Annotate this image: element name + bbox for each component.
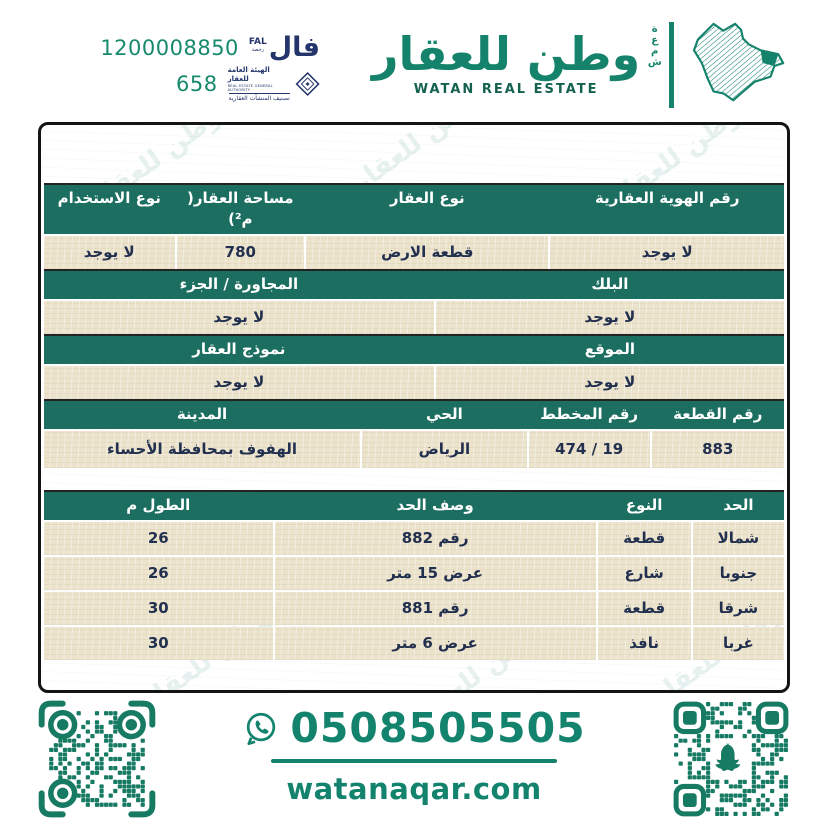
brand-name-arabic: وطن للعقار (372, 27, 641, 81)
phone-number: 0508505505 (290, 704, 586, 752)
cell-east-type: قطعة (597, 592, 691, 625)
header-city: المدينة (176, 405, 228, 423)
value-plot-number: 883 (651, 431, 784, 468)
brand-divider-bar (669, 22, 675, 108)
license-block: 1200008850 FAL رخصة فال 658 الهيئة العام… (100, 34, 320, 103)
brand-name-english: WATAN REAL ESTATE (413, 82, 599, 97)
brand-logo: وطن للعقار WATAN REAL ESTATE شمعة (372, 16, 803, 114)
website-url: watanaqar.com (286, 772, 542, 806)
brand-vertical-word: شمعة (649, 24, 661, 68)
header-boundary: الحد (723, 496, 754, 514)
cell-east-desc: رقم 881 (274, 592, 596, 625)
cell-north-desc: رقم 882 (274, 522, 596, 555)
header-boundary-length: الطول م (126, 496, 191, 514)
cell-north-type: قطعة (597, 522, 691, 555)
contact-block: 0508505505 watanaqar.com (247, 704, 585, 806)
value-city: الهفوف بمحافظة الأحساء (44, 431, 360, 468)
section1-header-row: رقم الهوية العقارية نوع العقار مساحة الع… (44, 183, 784, 234)
header-location: الموقع (584, 340, 636, 358)
section1-value-row: لا يوجد قطعة الارض 780 لا يوجد (44, 236, 784, 269)
section-location: الموقع نموذج العقار لا يوجد لا يوجد (44, 334, 784, 399)
section-property-id: رقم الهوية العقارية نوع العقار مساحة الع… (44, 183, 784, 269)
fal-license-row: 1200008850 FAL رخصة فال (100, 34, 320, 62)
cell-south-desc: عرض 15 متر (274, 557, 596, 590)
cell-north-label: شمالا (692, 522, 784, 555)
brand-text: وطن للعقار WATAN REAL ESTATE (372, 26, 640, 97)
header-boundary-description: وصف الحد (396, 496, 474, 514)
value-usage-type: لا يوجد (44, 236, 175, 269)
authority-number: 658 (176, 72, 218, 97)
snapchat-ghost-icon (715, 743, 741, 771)
header-boundary-type: النوع (625, 496, 663, 514)
section2-value-row: لا يوجد لا يوجد (44, 301, 784, 334)
value-location: لا يوجد (435, 366, 784, 399)
whatsapp-icon (247, 712, 276, 746)
value-block: لا يوجد (435, 301, 784, 334)
boundary-row-east: شرقا قطعة رقم 881 30 (44, 592, 784, 625)
rega-logo: الهيئة العامة للعقار REAL ESTATE GENERAL… (228, 66, 320, 103)
boundaries-table: الحد النوع وصف الحد الطول م شمالا قطعة ر… (44, 490, 784, 660)
property-tables: رقم الهوية العقارية نوع العقار مساحة الع… (44, 183, 784, 660)
document-frame: وطن للعقار وطن للعقار وطن للعقار وطن للع… (38, 122, 790, 693)
value-property-id: لا يوجد (550, 236, 784, 269)
section2-header-row: البلك المجاورة / الجزء (44, 269, 784, 299)
saudi-map-icon (693, 22, 785, 102)
cell-west-type: نافذ (597, 627, 691, 660)
section3-header-row: الموقع نموذج العقار (44, 334, 784, 364)
value-property-area: 780 (176, 236, 305, 269)
cell-west-desc: عرض 6 متر (274, 627, 596, 660)
header-plot-number: رقم القطعة (673, 405, 763, 423)
value-district: الرياض (361, 431, 527, 468)
rega-line2: REAL ESTATE GENERAL AUTHORITY (227, 83, 273, 92)
header-property-area: مساحة العقار( م²) (187, 189, 294, 228)
boundary-row-south: جنوبا شارع عرض 15 متر 26 (44, 557, 784, 590)
rega-line3: تصنيف المنشآت العقارية (228, 93, 290, 103)
rega-line1: الهيئة العامة للعقار (227, 66, 270, 83)
value-plan-number: 474 / 19 (528, 431, 650, 468)
header-property-model: نموذج العقار (192, 340, 286, 358)
value-neighborhood-part: لا يوجد (44, 301, 434, 334)
header-property-type: نوع العقار (389, 189, 465, 207)
section-block: البلك المجاورة / الجزء لا يوجد لا يوجد (44, 269, 784, 334)
phone-row: 0508505505 (242, 704, 585, 752)
fal-logo-en: FAL (248, 37, 267, 47)
fal-license-number: 1200008850 (100, 36, 239, 60)
header-block: البلك (591, 275, 629, 293)
boundaries-header-row: الحد النوع وصف الحد الطول م (44, 490, 784, 520)
cell-south-length: 26 (44, 557, 273, 590)
cell-west-label: غربا (692, 627, 784, 660)
cell-south-label: جنوبا (692, 557, 784, 590)
fal-logo: FAL رخصة فال (249, 34, 320, 62)
header-plan-number: رقم المخطط (540, 405, 639, 423)
boundary-row-west: غربا نافذ عرض 6 متر 30 (44, 627, 784, 660)
fal-logo-ar: فال (268, 32, 320, 63)
value-property-model: لا يوجد (44, 366, 434, 399)
qr-code-snapchat (673, 701, 789, 817)
qr-code-left (38, 700, 156, 818)
header-usage-type: نوع الاستخدام (57, 189, 161, 207)
section-plot: رقم القطعة رقم المخطط الحي المدينة 883 4… (44, 399, 784, 468)
section3-value-row: لا يوجد لا يوجد (44, 366, 784, 399)
header-property-id: رقم الهوية العقارية (594, 189, 740, 207)
footer-divider (271, 759, 557, 763)
section4-header-row: رقم القطعة رقم المخطط الحي المدينة (44, 399, 784, 429)
value-property-type: قطعة الارض (306, 236, 549, 269)
header-district: الحي (426, 405, 463, 423)
cell-south-type: شارع (597, 557, 691, 590)
rega-logo-text: الهيئة العامة للعقار REAL ESTATE GENERAL… (228, 66, 290, 103)
cell-east-label: شرقا (692, 592, 784, 625)
cell-east-length: 30 (44, 592, 273, 625)
cell-west-length: 30 (44, 627, 273, 660)
fal-logo-sub: رخصة (251, 47, 265, 53)
cell-north-length: 26 (44, 522, 273, 555)
rega-diamond-icon (295, 72, 320, 97)
authority-row: 658 الهيئة العامة للعقار REAL ESTATE GEN… (120, 66, 320, 103)
header-neighborhood-part: المجاورة / الجزء (179, 275, 299, 293)
boundary-row-north: شمالا قطعة رقم 882 26 (44, 522, 784, 555)
section4-value-row: 883 474 / 19 الرياض الهفوف بمحافظة الأحس… (44, 431, 784, 468)
